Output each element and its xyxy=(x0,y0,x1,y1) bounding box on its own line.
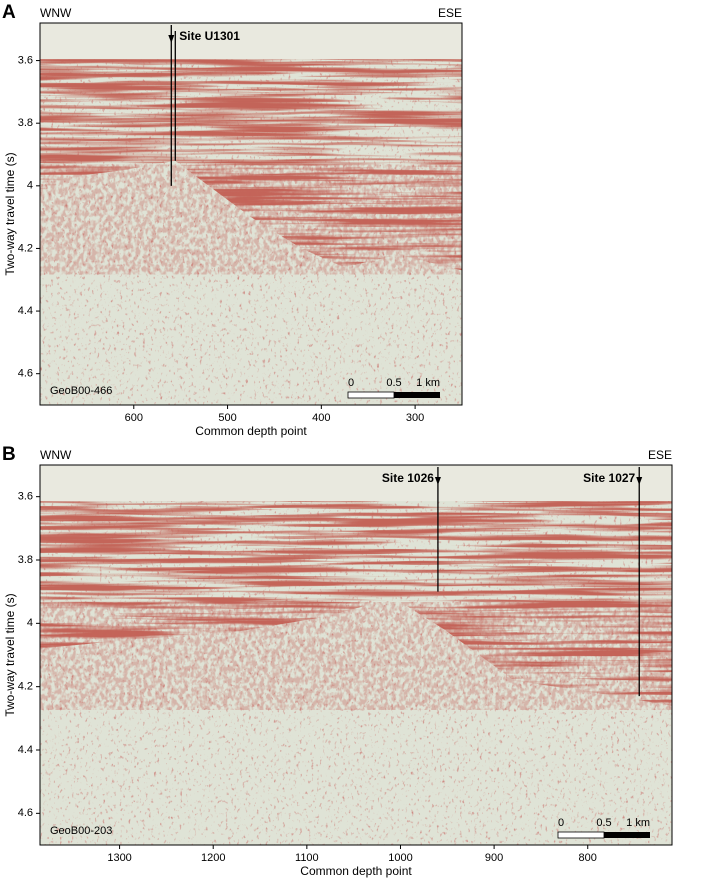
x-tick-label: 800 xyxy=(579,852,597,864)
scale-bar-white xyxy=(347,391,395,399)
y-tick-label: 4.6 xyxy=(18,368,33,380)
y-tick-label: 4.2 xyxy=(18,242,33,254)
basement-reflector xyxy=(40,158,462,281)
direction-right: ESE xyxy=(648,448,672,462)
y-tick-label: 3.6 xyxy=(18,54,33,66)
x-tick-label: 1200 xyxy=(201,852,225,864)
seismic-line-label: GeoB00-466 xyxy=(50,385,112,397)
y-axis-title: Two-way travel time (s) xyxy=(3,152,17,275)
x-tick-label: 600 xyxy=(125,412,143,424)
seismic-line-label: GeoB00-203 xyxy=(50,825,112,837)
sediment xyxy=(40,501,672,706)
scale-bar-black xyxy=(394,392,440,398)
scale-bar-label: 1 km xyxy=(626,817,650,829)
y-tick-label: 4.6 xyxy=(18,807,33,819)
x-tick-label: 400 xyxy=(312,412,330,424)
layered-reflectors xyxy=(40,501,672,570)
scale-bar-black xyxy=(604,832,650,838)
x-tick-label: 500 xyxy=(218,412,236,424)
x-axis-title: Common depth point xyxy=(300,864,412,878)
site-arrow xyxy=(434,477,441,485)
y-axis-title: Two-way travel time (s) xyxy=(3,593,17,716)
x-tick-label: 1000 xyxy=(388,852,412,864)
y-tick-label: 4 xyxy=(27,180,33,192)
site-arrow xyxy=(168,35,175,43)
y-tick-label: 4.4 xyxy=(18,305,33,317)
y-tick-label: 3.8 xyxy=(18,117,33,129)
basement-reflector xyxy=(40,595,672,716)
panel-letter: A xyxy=(2,2,16,23)
direction-left: WNW xyxy=(40,6,72,20)
scale-bar-label: 0.5 xyxy=(386,377,401,389)
direction-right: ESE xyxy=(438,6,462,20)
site-label: Site 1027 xyxy=(583,471,635,485)
scale-bar-label: 0 xyxy=(558,817,564,829)
y-tick-label: 3.8 xyxy=(18,554,33,566)
site-arrow xyxy=(636,477,643,485)
water-column xyxy=(40,23,462,60)
frame xyxy=(39,22,463,406)
water-column xyxy=(40,465,672,502)
x-tick-label: 1100 xyxy=(295,852,319,864)
y-tick-label: 4.2 xyxy=(18,681,33,693)
y-tick-label: 3.6 xyxy=(18,491,33,503)
y-tick-label: 4.4 xyxy=(18,744,33,756)
x-tick-label: 900 xyxy=(485,852,503,864)
x-axis-title: Common depth point xyxy=(195,424,307,438)
y-tick-label: 4 xyxy=(27,617,33,629)
seismic-section xyxy=(40,465,672,845)
x-tick-label: 300 xyxy=(406,412,424,424)
scale-bar-label: 1 km xyxy=(416,377,440,389)
scale-bar-label: 0 xyxy=(348,377,354,389)
seismic-section xyxy=(40,23,462,405)
x-tick-label: 1300 xyxy=(107,852,131,864)
direction-left: WNW xyxy=(40,448,72,462)
scale-bar-white xyxy=(557,831,605,839)
scale-bar-label: 0.5 xyxy=(596,817,611,829)
panel-letter: B xyxy=(2,444,16,465)
layered-reflectors xyxy=(40,59,462,129)
site-label: Site 1026 xyxy=(382,471,434,485)
site-label: Site U1301 xyxy=(179,29,240,43)
frame xyxy=(39,464,673,846)
